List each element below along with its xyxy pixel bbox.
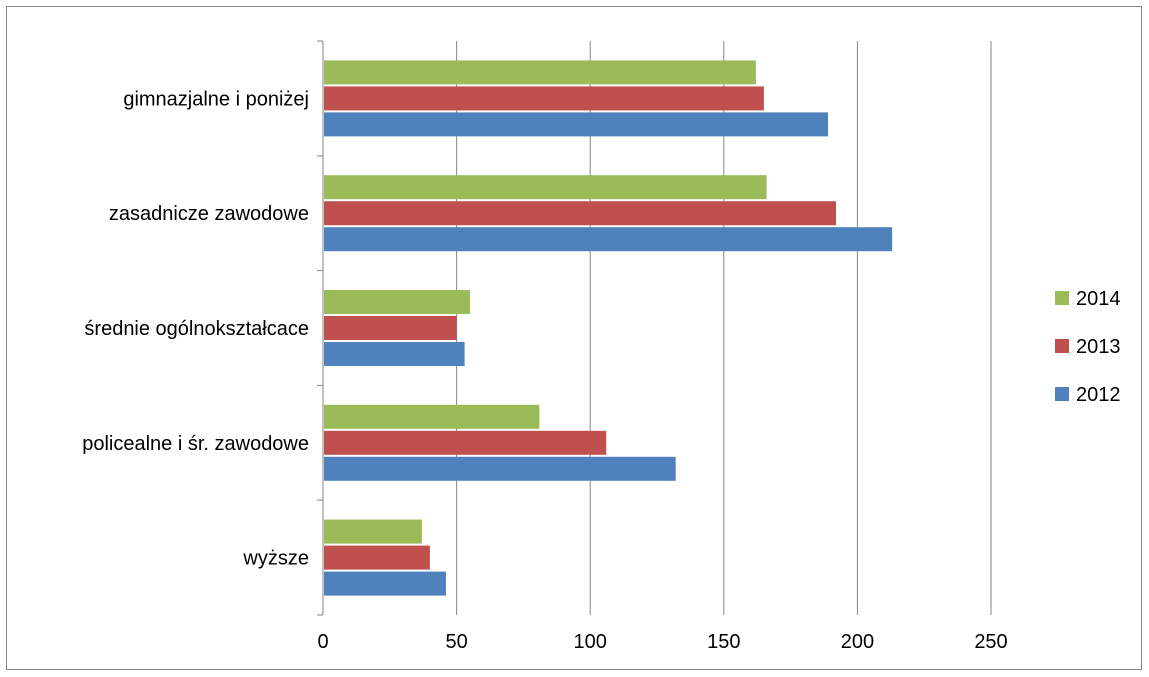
bars [324, 60, 893, 596]
legend: 2014 2013 2012 [1055, 288, 1121, 406]
x-tick-label: 0 [317, 631, 328, 653]
chart-frame: 0 50 100 150 200 250 wyższe policealne i śr. z… [6, 6, 1142, 670]
x-tick-label: 50 [445, 631, 467, 653]
bar [324, 545, 430, 570]
bar [324, 201, 837, 226]
x-tick-labels: 0 50 100 150 200 250 [317, 631, 1007, 653]
bar [324, 342, 465, 366]
bar [324, 456, 676, 481]
axes [317, 40, 324, 616]
bar [324, 404, 540, 429]
legend-label: 2014 [1076, 288, 1121, 310]
category-label: policealne i śr. zawodowe [82, 433, 309, 455]
legend-swatch [1055, 339, 1069, 353]
category-label: wyższe [242, 548, 309, 570]
bar [324, 571, 446, 596]
category-label: zasadnicze zawodowe [109, 203, 309, 225]
bar [324, 316, 457, 340]
x-tick-label: 100 [574, 631, 607, 653]
category-label: średnie ogólnokształcace [84, 318, 309, 340]
x-tick-label: 250 [974, 631, 1007, 653]
gridlines [456, 41, 992, 615]
bar [324, 112, 829, 137]
x-tick-label: 200 [841, 631, 874, 653]
bar-chart: 0 50 100 150 200 250 wyższe policealne i śr. z… [82, 40, 1121, 653]
bar [324, 86, 764, 111]
category-labels: wyższe policealne i śr. zawodowe średnie o… [82, 88, 309, 569]
category-label: gimnazjalne i poniżej [123, 88, 309, 110]
legend-swatch [1055, 387, 1069, 401]
bar [324, 290, 470, 314]
x-tick-label: 150 [707, 631, 740, 653]
bar [324, 430, 607, 455]
bar [324, 519, 422, 544]
legend-label: 2012 [1076, 384, 1121, 406]
bar [324, 60, 756, 85]
legend-swatch [1055, 291, 1069, 305]
bar [324, 227, 893, 252]
bar [324, 175, 767, 200]
legend-label: 2013 [1076, 336, 1121, 358]
